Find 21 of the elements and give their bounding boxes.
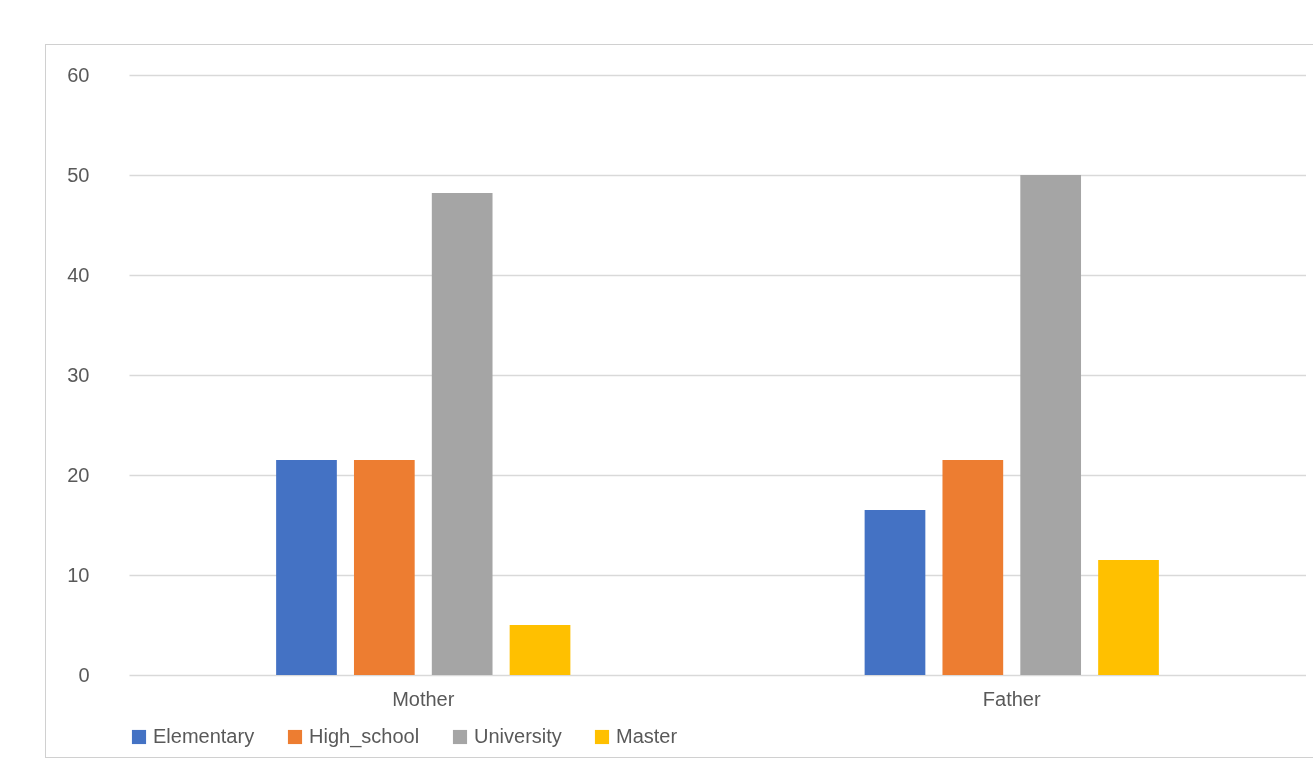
bar [1020,175,1082,675]
y-tick-label: 30 [67,363,90,386]
legend-label: Master [616,725,678,747]
y-tick-label: 60 [67,63,90,86]
y-tick-label: 50 [67,163,90,186]
y-tick-label: 0 [78,663,90,686]
y-tick-label: 10 [67,563,90,586]
y-tick-label: 20 [67,463,90,486]
legend-label: University [474,725,562,747]
legend-label: Elementary [153,725,255,747]
bar [353,460,415,675]
y-tick-label: 40 [67,263,90,286]
bar [276,460,337,675]
legend-label: High_school [309,725,420,748]
bar [942,460,1004,675]
bar [509,625,571,675]
bar [431,193,493,675]
bar [864,510,926,675]
bar [1098,560,1159,675]
x-tick-label: Father [982,687,1041,710]
x-tick-label: Mother [392,687,455,710]
